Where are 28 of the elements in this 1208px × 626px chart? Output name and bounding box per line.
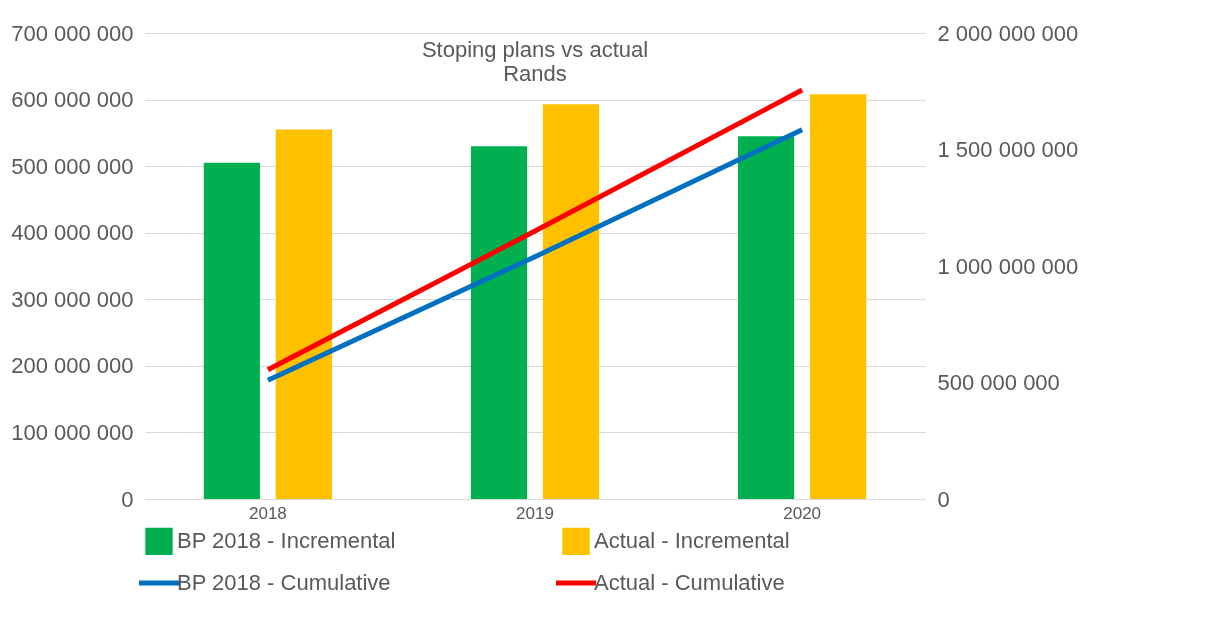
legend-label: BP 2018 - Incremental [177, 528, 396, 554]
y-tick-label: 200 000 000 [11, 353, 134, 379]
legend-label: BP 2018 - Cumulative [177, 570, 391, 595]
y-tick-label: 300 000 000 [11, 286, 134, 312]
bar [470, 146, 528, 499]
legend-label: Actual - Cumulative [594, 570, 785, 595]
chart-title: Stoping plans vs actual [421, 37, 649, 62]
x-tick-label: 2020 [783, 503, 822, 523]
bar [275, 129, 332, 499]
legend-label: Actual - Incremental [594, 528, 790, 554]
y-tick-label: 500 000 000 [11, 153, 134, 179]
bar [738, 136, 795, 499]
y2-tick-label: 2 000 000 000 [937, 20, 1079, 46]
y2-tick-label: 1 500 000 000 [937, 137, 1079, 162]
bar [542, 104, 600, 499]
text: Rands [503, 61, 567, 86]
x-tick-label: 2019 [516, 503, 554, 523]
y-tick-label: 600 000 000 [11, 87, 134, 113]
y-tick-label: 0 [121, 486, 134, 512]
y-tick-label: 100 000 000 [11, 419, 134, 445]
y2-tick-label: 0 [937, 486, 950, 512]
y-tick-label: 700 000 000 [11, 20, 134, 46]
bar [810, 94, 867, 499]
x-tick-label: 2018 [248, 503, 287, 523]
y2-tick-label: 1 000 000 000 [937, 253, 1079, 279]
y2-tick-label: 500 000 000 [937, 370, 1060, 395]
y-tick-label: 400 000 000 [11, 220, 134, 246]
bar [203, 162, 260, 499]
